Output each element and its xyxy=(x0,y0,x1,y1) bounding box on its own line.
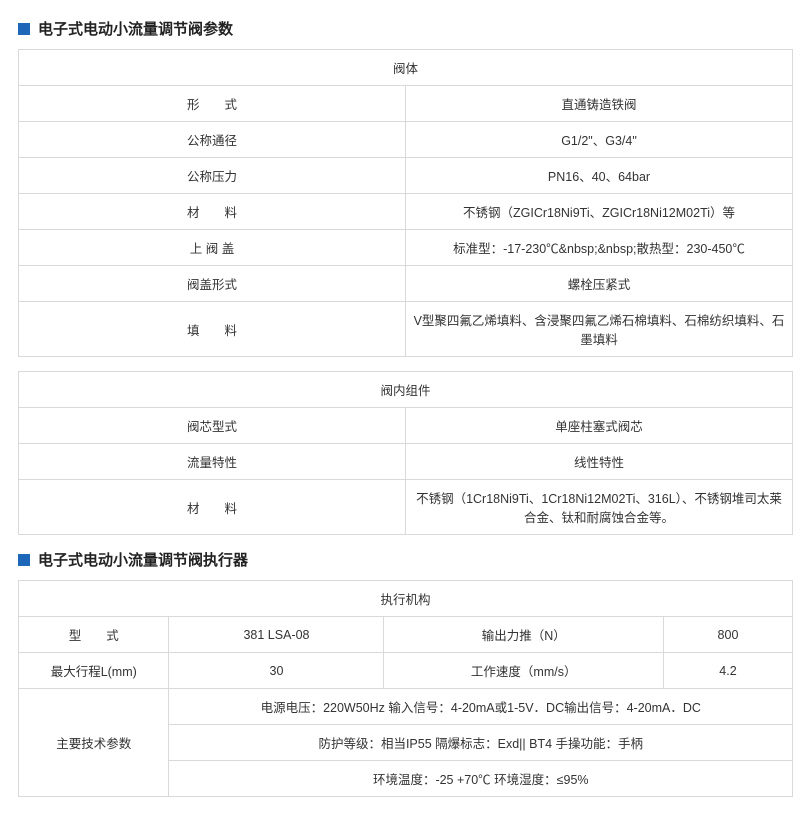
cell-value: 381 LSA-08 xyxy=(169,617,384,653)
table-row: 型 式 381 LSA-08 输出力推（N） 800 xyxy=(19,617,793,653)
section-title-actuator: 电子式电动小流量调节阀执行器 xyxy=(38,549,248,570)
cell-label-rowspan: 主要技术参数 xyxy=(19,689,169,797)
cell-value: PN16、40、64bar xyxy=(406,158,793,194)
table-actuator: 执行机构 型 式 381 LSA-08 输出力推（N） 800 最大行程L(mm… xyxy=(18,580,793,797)
cell-value: 螺栓压紧式 xyxy=(406,266,793,302)
cell-label: 公称压力 xyxy=(19,158,406,194)
accent-square-icon xyxy=(18,554,30,566)
cell-label: 材 料 xyxy=(19,194,406,230)
cell-value: 单座柱塞式阀芯 xyxy=(406,408,793,444)
cell-value: G1/2"、G3/4" xyxy=(406,122,793,158)
table2-header: 阀内组件 xyxy=(19,372,793,408)
table-row: 填 料 V型聚四氟乙烯填料、含浸聚四氟乙烯石棉填料、石棉纺织填料、石墨填料 xyxy=(19,302,793,357)
cell-label: 输出力推（N） xyxy=(384,617,663,653)
cell-label: 形 式 xyxy=(19,86,406,122)
cell-label: 最大行程L(mm) xyxy=(19,653,169,689)
cell-value: 直通铸造铁阀 xyxy=(406,86,793,122)
section-title-params: 电子式电动小流量调节阀参数 xyxy=(38,18,233,39)
cell-label: 工作速度（mm/s） xyxy=(384,653,663,689)
table-row: 上 阀 盖 标准型：-17-230℃&nbsp;&nbsp;散热型：230-45… xyxy=(19,230,793,266)
table-row: 公称通径 G1/2"、G3/4" xyxy=(19,122,793,158)
cell-label: 流量特性 xyxy=(19,444,406,480)
section-header-params: 电子式电动小流量调节阀参数 xyxy=(18,18,793,39)
table-row: 材 料 不锈钢（1Cr18Ni9Ti、1Cr18Ni12M02Ti、316L）、… xyxy=(19,480,793,535)
section-header-actuator: 电子式电动小流量调节阀执行器 xyxy=(18,549,793,570)
cell-value: 不锈钢（ZGICr18Ni9Ti、ZGICr18Ni12M02Ti）等 xyxy=(406,194,793,230)
table-row: 最大行程L(mm) 30 工作速度（mm/s） 4.2 xyxy=(19,653,793,689)
cell-value: 环境温度：-25 +70℃ 环境湿度：≤95% xyxy=(169,761,793,797)
accent-square-icon xyxy=(18,23,30,35)
table-row: 主要技术参数 电源电压：220W50Hz 输入信号：4-20mA或1-5V．DC… xyxy=(19,689,793,725)
table-row: 阀盖形式 螺栓压紧式 xyxy=(19,266,793,302)
table-row: 形 式 直通铸造铁阀 xyxy=(19,86,793,122)
cell-value: 标准型：-17-230℃&nbsp;&nbsp;散热型：230-450℃ xyxy=(406,230,793,266)
cell-label: 阀盖形式 xyxy=(19,266,406,302)
cell-value: 800 xyxy=(663,617,792,653)
table3-header: 执行机构 xyxy=(19,581,793,617)
cell-value: 不锈钢（1Cr18Ni9Ti、1Cr18Ni12M02Ti、316L）、不锈钢堆… xyxy=(406,480,793,535)
cell-label: 填 料 xyxy=(19,302,406,357)
table1-header: 阀体 xyxy=(19,50,793,86)
cell-value: 电源电压：220W50Hz 输入信号：4-20mA或1-5V．DC输出信号：4-… xyxy=(169,689,793,725)
table-valve-body: 阀体 形 式 直通铸造铁阀 公称通径 G1/2"、G3/4" 公称压力 PN16… xyxy=(18,49,793,357)
cell-value: V型聚四氟乙烯填料、含浸聚四氟乙烯石棉填料、石棉纺织填料、石墨填料 xyxy=(406,302,793,357)
cell-value: 防护等级：相当IP55 隔爆标志：Exd|| BT4 手操功能：手柄 xyxy=(169,725,793,761)
cell-label: 上 阀 盖 xyxy=(19,230,406,266)
table-valve-internal: 阀内组件 阀芯型式 单座柱塞式阀芯 流量特性 线性特性 材 料 不锈钢（1Cr1… xyxy=(18,371,793,535)
cell-label: 材 料 xyxy=(19,480,406,535)
table-row: 流量特性 线性特性 xyxy=(19,444,793,480)
cell-label: 公称通径 xyxy=(19,122,406,158)
cell-value: 30 xyxy=(169,653,384,689)
cell-value: 4.2 xyxy=(663,653,792,689)
cell-value: 线性特性 xyxy=(406,444,793,480)
table-row: 公称压力 PN16、40、64bar xyxy=(19,158,793,194)
table-row: 材 料 不锈钢（ZGICr18Ni9Ti、ZGICr18Ni12M02Ti）等 xyxy=(19,194,793,230)
table-row: 阀芯型式 单座柱塞式阀芯 xyxy=(19,408,793,444)
cell-label: 阀芯型式 xyxy=(19,408,406,444)
cell-label: 型 式 xyxy=(19,617,169,653)
